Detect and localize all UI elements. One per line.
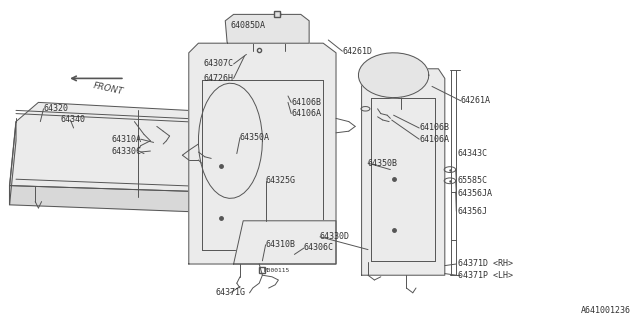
Text: 64340: 64340	[61, 116, 86, 124]
Text: 64106A: 64106A	[419, 135, 449, 144]
Text: 64307C: 64307C	[204, 60, 234, 68]
Text: 64106B: 64106B	[419, 124, 449, 132]
Text: 64306C: 64306C	[304, 244, 334, 252]
Text: 64371P <LH>: 64371P <LH>	[458, 271, 513, 280]
Text: 64343C: 64343C	[458, 149, 488, 158]
Text: 64330C: 64330C	[112, 148, 142, 156]
Polygon shape	[362, 69, 445, 275]
Text: 64371G: 64371G	[216, 288, 245, 297]
Text: 64356J: 64356J	[458, 207, 488, 216]
Text: 64330D: 64330D	[320, 232, 350, 241]
Text: 64106B: 64106B	[291, 98, 321, 107]
Text: 65585C: 65585C	[458, 176, 488, 185]
Text: 64106A: 64106A	[291, 109, 321, 118]
Polygon shape	[10, 186, 262, 214]
Text: FRONT: FRONT	[93, 82, 125, 97]
Text: 64356JA: 64356JA	[458, 189, 493, 198]
Polygon shape	[10, 102, 262, 194]
Text: 64325G: 64325G	[266, 176, 296, 185]
Text: 64310B: 64310B	[266, 240, 296, 249]
Text: 64261A: 64261A	[461, 96, 491, 105]
Text: 64371D <RH>: 64371D <RH>	[458, 260, 513, 268]
Text: 64726H: 64726H	[204, 74, 234, 83]
Text: 64350A: 64350A	[240, 133, 270, 142]
Text: M000115: M000115	[264, 268, 290, 273]
Polygon shape	[189, 43, 336, 264]
Polygon shape	[225, 14, 309, 43]
Text: 64261D: 64261D	[342, 47, 372, 56]
Text: 64310A: 64310A	[112, 135, 142, 144]
Text: 64085DA: 64085DA	[230, 21, 266, 30]
Text: 64320: 64320	[44, 104, 68, 113]
Polygon shape	[234, 221, 336, 264]
Text: A641001236: A641001236	[580, 306, 630, 315]
Polygon shape	[358, 53, 429, 98]
Polygon shape	[10, 122, 16, 205]
Text: 64350B: 64350B	[368, 159, 398, 168]
